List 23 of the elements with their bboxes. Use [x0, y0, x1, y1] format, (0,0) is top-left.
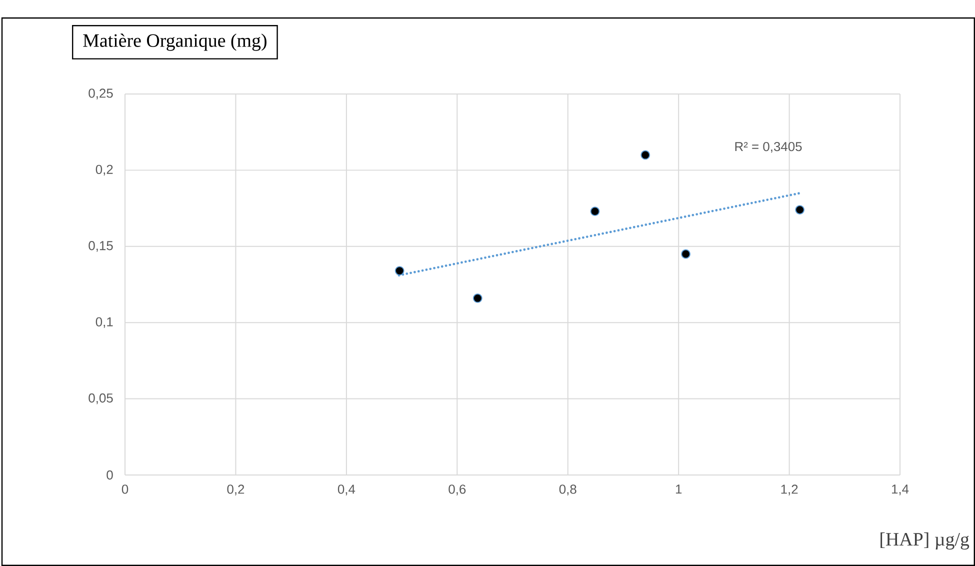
y-tick-label: 0,1 — [96, 317, 113, 328]
x-tick-label: 0,2 — [227, 484, 244, 496]
point — [681, 249, 690, 259]
y-tick-label: 0,2 — [96, 164, 113, 176]
y-axis-title: Matière Organique (mg) — [83, 34, 266, 51]
y-tick-label: 0,25 — [88, 88, 113, 100]
x-tick-label: 1,4 — [892, 484, 909, 496]
point — [590, 206, 600, 216]
x-tick-label: 0,6 — [448, 484, 466, 496]
point — [795, 205, 805, 215]
point — [640, 150, 650, 160]
x-tick-label: 1 — [676, 484, 682, 494]
x-tick-label: 0,4 — [338, 484, 356, 496]
x-tick-label: 0 — [122, 484, 128, 494]
y-tick-label: 0 — [106, 470, 113, 480]
y-tick-label: 0,15 — [88, 241, 113, 252]
x-axis-title: [HAP] µg/g — [880, 532, 970, 550]
x-tick-label: 1,2 — [781, 484, 798, 496]
point — [472, 294, 482, 303]
y-tick-label: 0,05 — [88, 393, 113, 404]
x-tick-label: 0,8 — [559, 484, 576, 496]
annotation: R² = 0,3405 — [735, 142, 802, 153]
point — [394, 266, 404, 276]
